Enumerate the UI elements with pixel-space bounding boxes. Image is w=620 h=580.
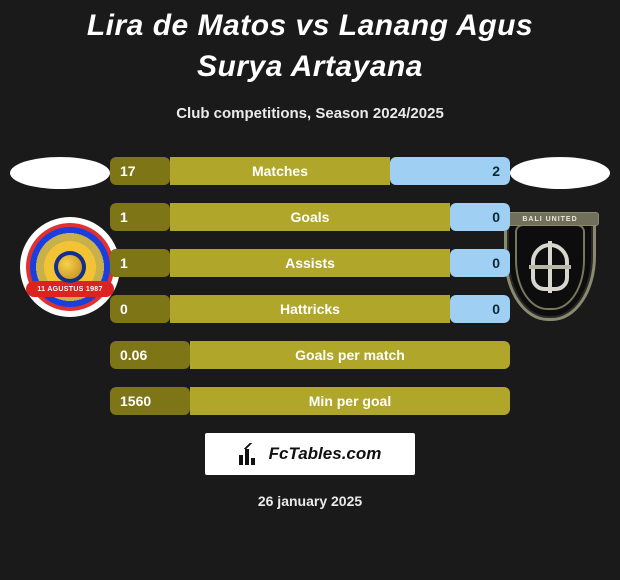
stat-bars: 17Matches21Goals01Assists00Hattricks00.0…	[110, 157, 510, 415]
stat-left-value: 1560	[110, 387, 190, 415]
stat-label: Min per goal	[190, 387, 510, 415]
stat-row: 1Goals0	[110, 203, 510, 231]
stat-right-value: 2	[390, 157, 510, 185]
player-photo-placeholder-right	[510, 157, 610, 189]
stat-label: Goals per match	[190, 341, 510, 369]
stat-row: 0.06Goals per match	[110, 341, 510, 369]
fctables-label: FcTables.com	[269, 444, 382, 464]
stat-left-value: 0	[110, 295, 170, 323]
club-logo-right: BALI UNITED	[500, 217, 600, 317]
club-logo-left: 11 AGUSTUS 1987	[20, 217, 120, 317]
arema-badge-text: 11 AGUSTUS 1987	[26, 281, 114, 297]
stat-label: Hattricks	[170, 295, 450, 323]
snapshot-date: 26 january 2025	[0, 493, 620, 509]
stat-label: Matches	[170, 157, 390, 185]
stat-left-value: 1	[110, 249, 170, 277]
bali-badge-text: BALI UNITED	[501, 212, 599, 226]
arema-badge: 11 AGUSTUS 1987	[20, 217, 120, 317]
comparison-stage: 11 AGUSTUS 1987 BALI UNITED 17Matches21G…	[0, 157, 620, 415]
stat-row: 1560Min per goal	[110, 387, 510, 415]
stat-row: 17Matches2	[110, 157, 510, 185]
season-subtitle: Club competitions, Season 2024/2025	[0, 105, 620, 122]
stat-right-value: 0	[450, 203, 510, 231]
stat-right-value: 0	[450, 249, 510, 277]
stat-left-value: 0.06	[110, 341, 190, 369]
stat-label: Goals	[170, 203, 450, 231]
stat-left-value: 1	[110, 203, 170, 231]
chart-icon	[239, 443, 261, 465]
stat-left-value: 17	[110, 157, 170, 185]
stat-row: 0Hattricks0	[110, 295, 510, 323]
player-photo-placeholder-left	[10, 157, 110, 189]
bali-badge: BALI UNITED	[500, 217, 600, 317]
page-title: Lira de Matos vs Lanang Agus Surya Artay…	[0, 0, 620, 87]
fctables-watermark: FcTables.com	[205, 433, 415, 475]
stat-right-value: 0	[450, 295, 510, 323]
stat-row: 1Assists0	[110, 249, 510, 277]
stat-label: Assists	[170, 249, 450, 277]
